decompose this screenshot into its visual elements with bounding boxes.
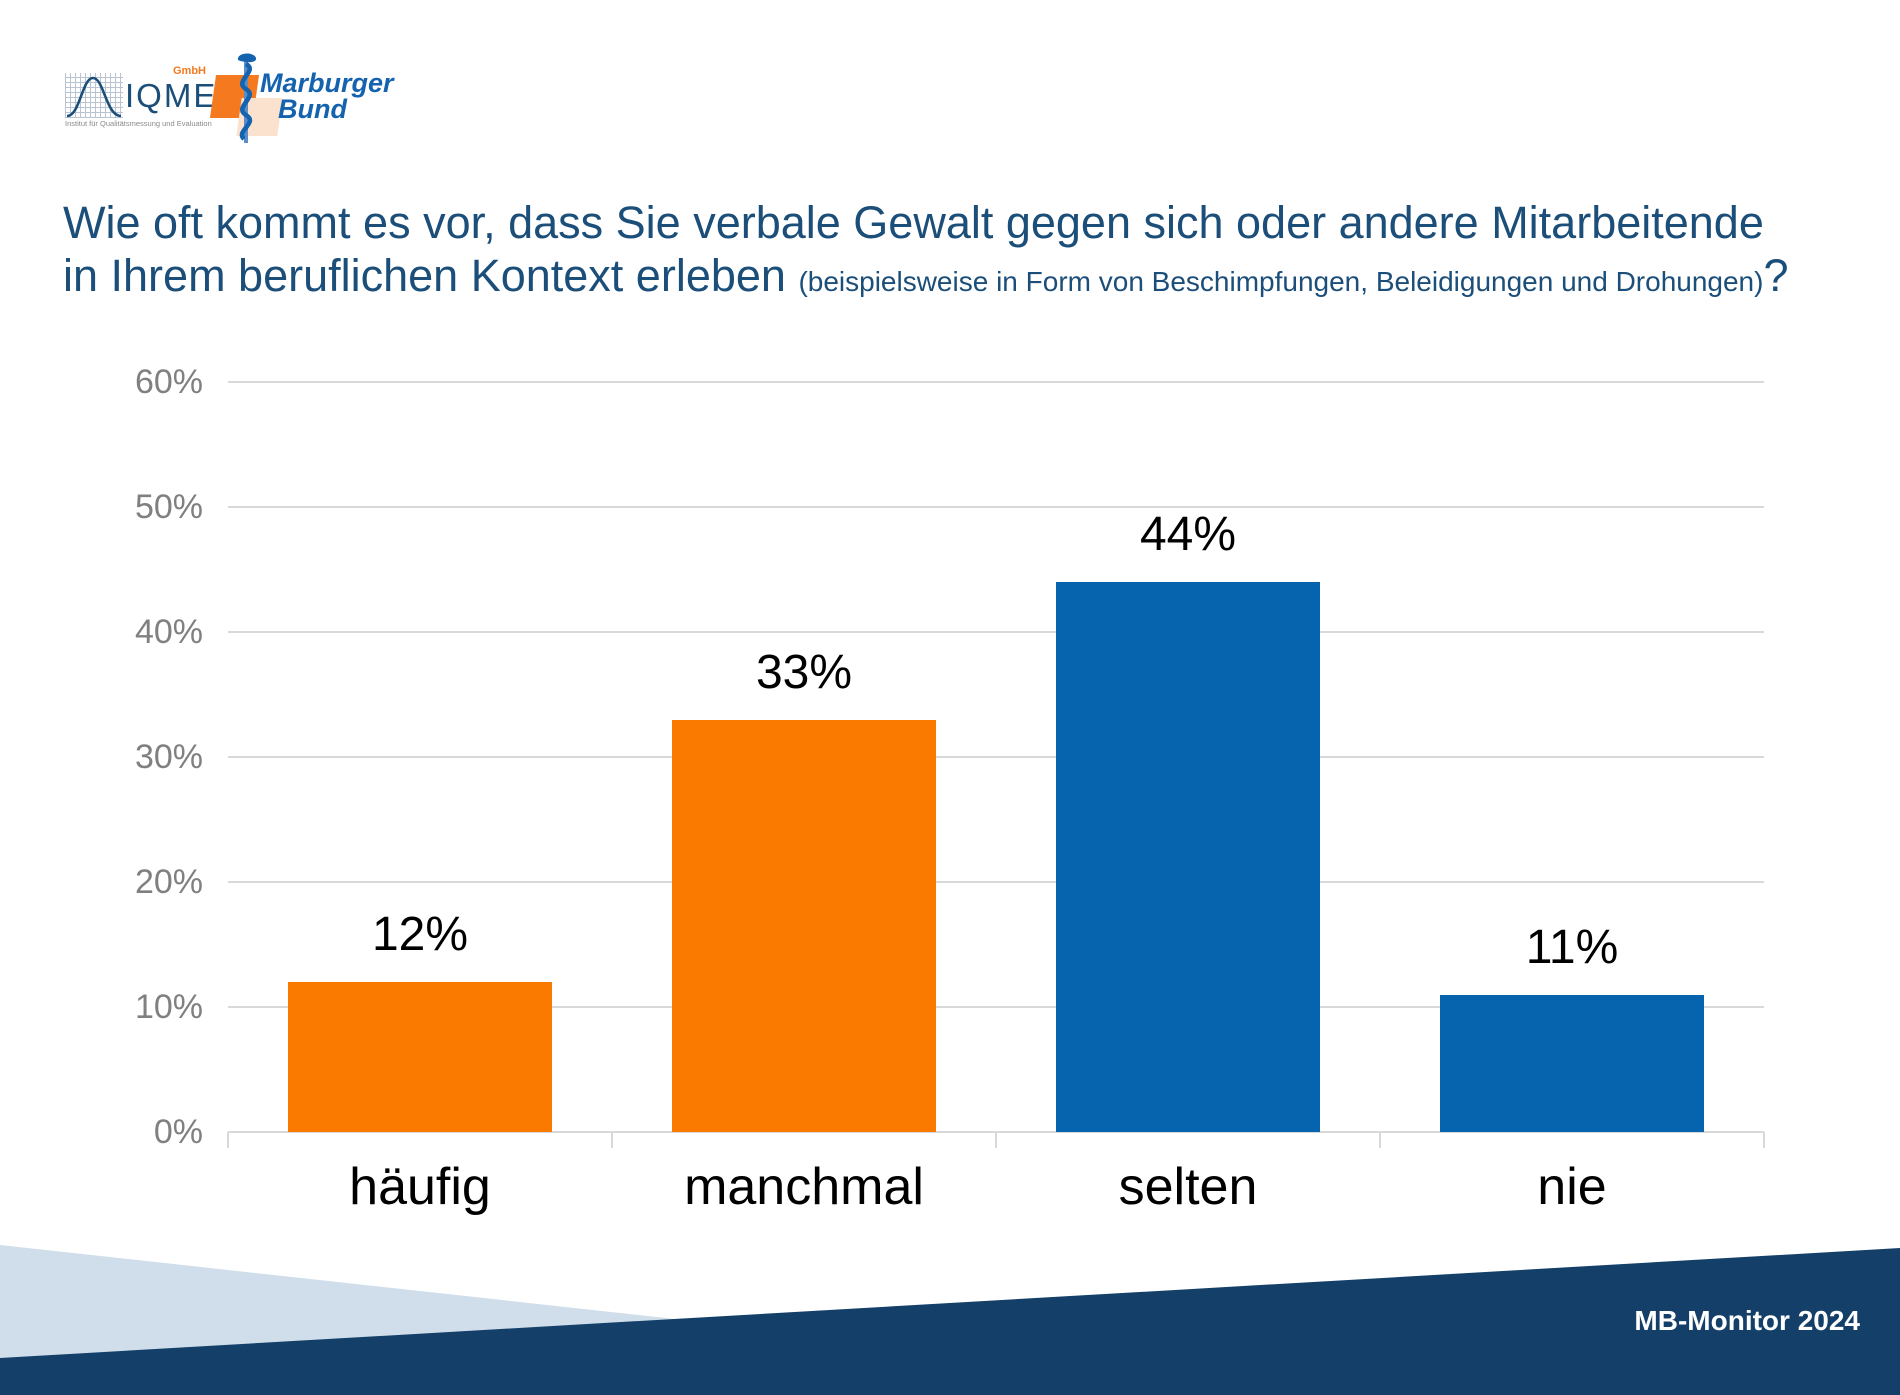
y-axis-label-60%: 60%: [134, 363, 203, 401]
question-title-parenthetical: (beispielsweise in Form von Beschimpfung…: [798, 266, 1764, 297]
mb-logo-line2: Bund: [278, 94, 347, 124]
footer-lightblue-triangle: [0, 1245, 684, 1360]
category-label-manchmal: manchmal: [684, 1158, 924, 1216]
mb-logo-line1: Marburger: [260, 68, 394, 98]
gridline-60%: [228, 381, 1764, 383]
mb-logo-wordmark: Marburger Bund: [260, 68, 394, 124]
gridline-30%: [228, 756, 1764, 758]
x-axis-tick: [611, 1132, 613, 1148]
x-axis-tick: [1379, 1132, 1381, 1148]
question-title-line2: in Ihrem beruflichen Kontext erleben (be…: [63, 250, 1789, 301]
bar-nie: [1440, 994, 1704, 1132]
footer-band: [0, 1245, 1900, 1395]
question-title-line1: Wie oft kommt es vor, dass Sie verbale G…: [63, 197, 1764, 248]
aesculapius-staff-icon: [237, 53, 257, 143]
bar-manchmal: [672, 719, 936, 1132]
bar-value-selten: 44%: [1139, 508, 1237, 561]
category-label-hufig: häufig: [349, 1158, 491, 1216]
category-label-selten: selten: [1118, 1158, 1258, 1216]
bar-hufig: [288, 982, 552, 1132]
iqme-logo: IQME GmbH Institut für Qualitätsmessung …: [57, 53, 257, 131]
marburger-bund-logo: Marburger Bund: [209, 46, 420, 143]
bar-value-manchmal: 33%: [755, 645, 853, 699]
footer-label: MB-Monitor 2024: [1634, 1305, 1860, 1336]
question-title: Wie oft kommt es vor, dass Sie verbale G…: [63, 196, 1873, 308]
iqme-logo-word: IQME: [125, 77, 218, 114]
iqme-bell-curve-icon: [66, 76, 122, 118]
footer-navy-band: [0, 1248, 1900, 1395]
iqme-logo-subtitle: Institut für Qualitätsmessung und Evalua…: [65, 119, 212, 128]
bar-value-hufig: 12%: [371, 908, 469, 961]
category-label-nie: nie: [1537, 1158, 1607, 1216]
iqme-logo-gmbh: GmbH: [173, 65, 206, 77]
y-axis-label-20%: 20%: [134, 863, 203, 901]
y-axis-label-40%: 40%: [134, 613, 203, 651]
y-axis-label-50%: 50%: [134, 488, 203, 526]
y-axis-label-10%: 10%: [134, 988, 203, 1026]
gridline-50%: [228, 506, 1764, 508]
x-axis-tick: [995, 1132, 997, 1148]
x-axis-tick: [1763, 1132, 1765, 1148]
y-axis-label-30%: 30%: [134, 738, 203, 776]
bar-value-nie: 11%: [1525, 920, 1619, 974]
gridline-40%: [228, 631, 1764, 633]
x-axis-tick: [227, 1132, 229, 1148]
gridline-20%: [228, 881, 1764, 883]
bar-selten: [1056, 582, 1320, 1132]
y-axis-label-0%: 0%: [153, 1113, 203, 1151]
gridline-10%: [228, 1006, 1764, 1008]
